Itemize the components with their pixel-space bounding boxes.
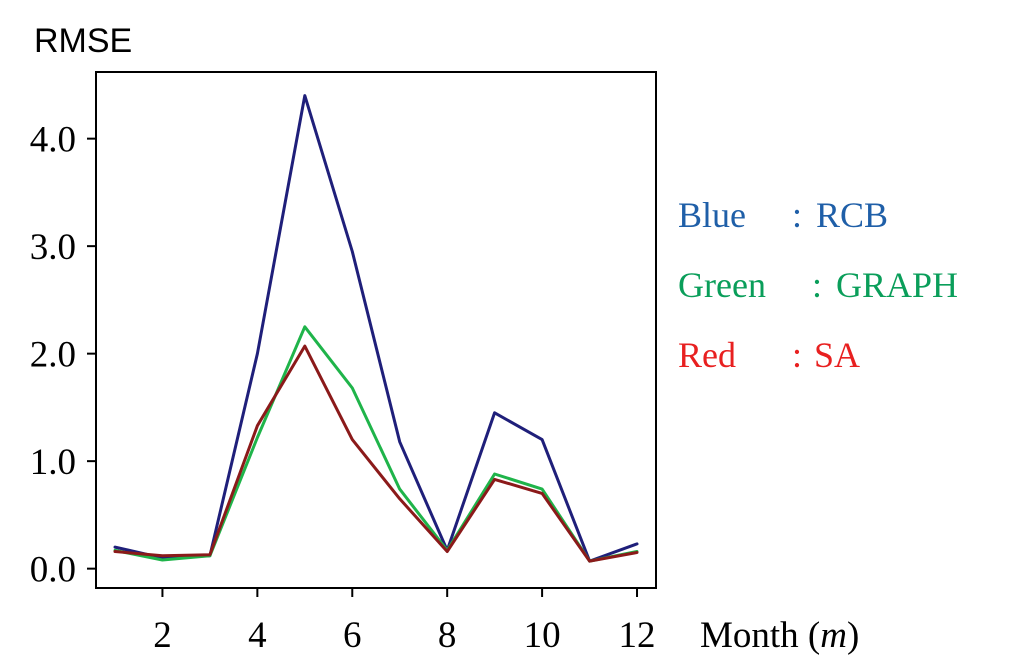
- x-axis-title-text: Month (: [700, 615, 820, 656]
- legend-item-blue: Blue: RCB: [678, 195, 888, 235]
- series-line-green: [113, 325, 639, 563]
- x-tick-label: 4: [248, 615, 267, 656]
- x-axis-title-close: ): [847, 615, 859, 656]
- series-lines: [113, 94, 639, 563]
- y-tick-label: 2.0: [30, 335, 76, 376]
- legend-series-green: GRAPH: [836, 265, 958, 305]
- series-line-red: [113, 344, 639, 563]
- legend-series-blue: RCB: [816, 195, 888, 235]
- legend-item-red: Red: SA: [678, 335, 860, 375]
- legend-color-red: Red: [678, 335, 736, 375]
- x-axis: 2 4 6 8 10 12: [153, 588, 656, 656]
- y-axis-title: RMSE: [34, 22, 132, 60]
- y-tick-label: 4.0: [30, 120, 76, 161]
- legend-separator-red: :: [792, 335, 802, 375]
- y-axis: 0.0 1.0 2.0 3.0 4.0: [30, 120, 96, 591]
- legend-item-green: Green: GRAPH: [678, 265, 958, 305]
- x-tick-label: 6: [343, 615, 362, 656]
- y-tick-label: 0.0: [30, 550, 76, 591]
- legend-color-green: Green: [678, 265, 766, 305]
- x-tick-label: 2: [153, 615, 172, 656]
- series-line-blue: [113, 94, 639, 563]
- legend-color-blue: Blue: [678, 195, 746, 235]
- x-tick-label: 12: [619, 615, 656, 656]
- x-axis-title: Month (m): [700, 615, 859, 656]
- y-tick-label: 1.0: [30, 442, 76, 483]
- legend-series-red: SA: [814, 335, 860, 375]
- y-tick-label: 3.0: [30, 227, 76, 268]
- legend-separator-green: :: [812, 265, 822, 305]
- plot-frame: [95, 71, 657, 589]
- legend-separator-blue: :: [792, 195, 802, 235]
- x-tick-label: 10: [524, 615, 561, 656]
- x-axis-title-variable: m: [820, 615, 847, 656]
- legend: Blue: RCB Green: GRAPH Red: SA: [678, 195, 958, 375]
- x-tick-label: 8: [438, 615, 457, 656]
